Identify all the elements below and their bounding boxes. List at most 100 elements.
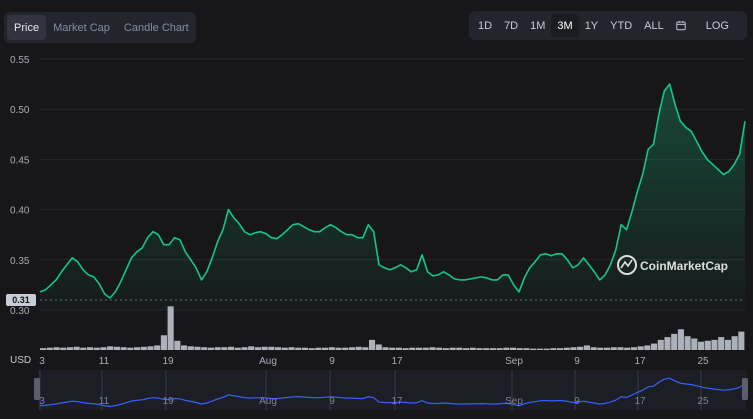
volume-bar [610,347,617,350]
volume-bar [328,347,335,350]
volume-bar [416,347,423,350]
y-tick-label: 0.50 [10,105,30,116]
volume-bar [369,339,376,350]
navigator-tick-label: 11 [99,396,110,407]
volume-bar [66,347,73,350]
volume-bar [355,346,362,350]
volume-bar [604,347,611,350]
navigator-left-handle[interactable] [34,378,40,400]
volume-bar [308,348,315,350]
y-tick-label: 0.30 [10,306,30,317]
x-tick-label: Sep [505,356,523,367]
volume-bar [523,348,530,350]
volume-bar [134,347,141,350]
volume-bar [469,347,476,350]
volume-bar [214,347,221,350]
y-tick-label: 0.55 [10,55,30,66]
range-1d[interactable]: 1D [478,19,493,32]
range-7d[interactable]: 7D [504,19,519,32]
navigator-tick-label: 17 [391,396,403,407]
volume-bar [704,340,711,350]
volume-bar [241,347,248,350]
volume-bar [174,340,181,350]
volume-bar [221,347,228,350]
price-line [39,83,746,299]
volume-bar [275,347,282,350]
volume-bar [120,347,127,350]
volume-bar [147,346,154,350]
range-3m[interactable]: 3M [551,14,579,37]
currency-label: USD [10,355,31,366]
volume-bar [711,339,718,350]
x-tick-label: 9 [329,356,335,367]
volume-bar [449,347,456,350]
calendar-icon[interactable] [670,14,692,37]
navigator-tick-label: 3 [39,396,45,407]
x-tick-label: 9 [574,356,580,367]
volume-bar [207,347,214,350]
x-tick-label: 19 [162,356,174,367]
navigator-tick-label: Sep [505,396,523,407]
tab-candle-chart[interactable]: Candle Chart [123,21,189,34]
volume-bar [483,348,490,350]
volume-bar [113,346,120,350]
log-scale-toggle[interactable]: LOG [705,19,729,32]
volume-bar [684,336,691,350]
volume-bar [503,347,510,350]
tab-market-cap[interactable]: Market Cap [53,21,110,34]
tab-price[interactable]: Price [7,15,47,40]
volume-bar [268,346,275,350]
volume-bar [657,339,664,350]
volume-bar [530,348,537,350]
x-tick-label: 11 [99,356,110,367]
volume-bar [181,345,188,350]
volume-bar [194,346,201,350]
volume-bar [53,347,60,350]
volume-bar [671,333,678,350]
navigator-right-handle[interactable] [742,378,748,400]
volume-bar [577,346,584,350]
range-all[interactable]: ALL [644,19,664,32]
volume-bar [167,306,174,350]
volume-bar [127,347,134,350]
navigator-tick-label: Aug [259,396,277,407]
current-price-label: 0.31 [12,295,30,305]
y-tick-label: 0.40 [10,206,30,217]
y-tick-label: 0.35 [10,256,30,267]
volume-bar [80,347,87,350]
range-1m[interactable]: 1M [530,19,546,32]
volume-bar [160,335,167,350]
volume-bar [563,347,570,350]
volume-bar [261,346,268,350]
range-navigator[interactable]: 3 11 19 Aug 9 17 Sep 9 17 25 [34,370,748,410]
volume-bar [342,347,349,350]
volume-bar [288,347,295,350]
volume-bar [731,336,738,350]
volume-bar [489,348,496,350]
navigator-tick-label: 19 [162,396,174,407]
volume-bar [597,347,604,350]
volume-bar [590,347,597,350]
coinmarketcap-watermark: CoinMarketCap [617,255,728,275]
volume-bar [154,345,161,350]
volume-bar [510,347,517,350]
range-ytd[interactable]: YTD [610,19,633,32]
volume-bar [718,337,725,350]
volume-bar [295,347,302,350]
volume-bar [248,346,255,350]
volume-bar [187,346,194,350]
volume-bar [664,337,671,350]
volume-bar [107,346,114,350]
volume-bar [395,347,402,350]
volume-bar [254,347,261,350]
volume-bar [476,348,483,350]
volume-bar [583,345,590,350]
range-1y[interactable]: 1Y [584,19,599,32]
volume-bar [315,347,322,350]
volume-bar [348,347,355,350]
volume-bar [93,347,100,350]
volume-bar [335,347,342,350]
volume-bar [651,343,658,350]
volume-bar [87,347,94,350]
